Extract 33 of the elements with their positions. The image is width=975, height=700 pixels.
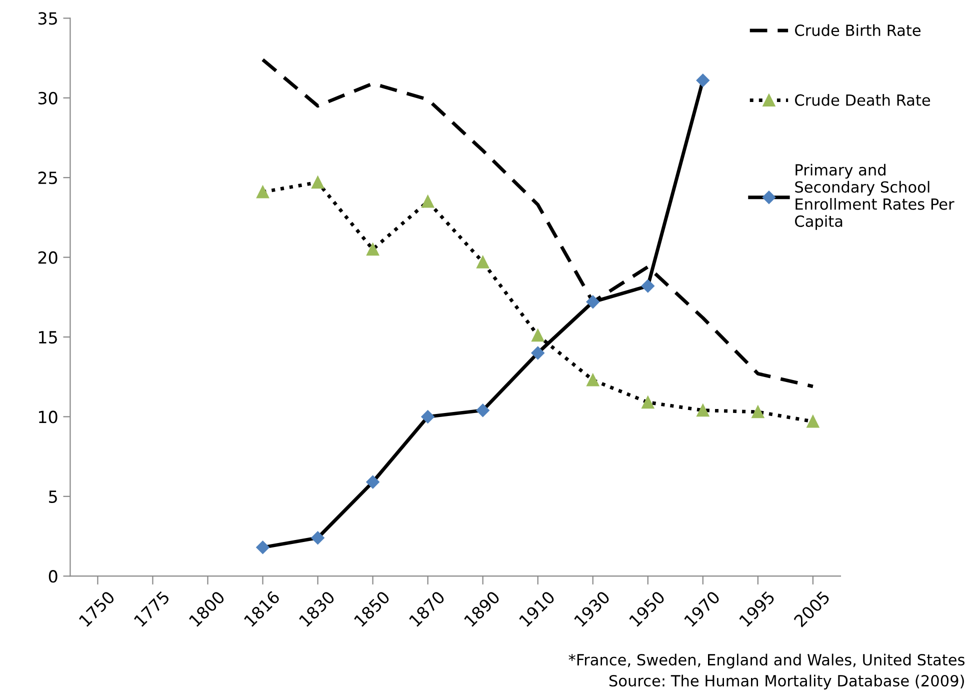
point: [696, 404, 710, 417]
y-tick-label: 15: [39, 331, 57, 344]
legend-label: Crude Birth Rate: [795, 24, 921, 36]
y-tick-label: 5: [49, 490, 57, 503]
point: [531, 346, 544, 360]
text: *France, Sweden, England and Wales, United States: [568, 654, 965, 668]
point: [421, 410, 434, 424]
y-tick-label: 10: [39, 410, 58, 424]
y-tick-label: 25: [38, 172, 57, 184]
point: [642, 396, 654, 409]
y-tick-label: 0: [48, 570, 58, 583]
point: [422, 195, 434, 208]
point: [586, 374, 600, 386]
point: [752, 406, 764, 418]
point: [256, 186, 270, 198]
point: [366, 475, 380, 489]
point: [641, 279, 654, 293]
point: [311, 531, 324, 544]
y-tick-label: 20: [38, 251, 58, 264]
point: [532, 329, 544, 342]
legend-label: Primary and Secondary School Enrollment Rates Per Capita: [795, 164, 954, 230]
y-tick-label: 35: [38, 12, 57, 25]
legend-label: Crude Death Rate: [795, 94, 930, 106]
point: [312, 176, 324, 189]
point: [806, 415, 820, 428]
point: [476, 256, 490, 268]
point: [476, 404, 490, 417]
point: [256, 540, 270, 554]
y-tick-label: 30: [38, 92, 58, 104]
point: [586, 295, 600, 309]
point: [366, 243, 380, 256]
source-note: Source: The Human Mortality Database (2009): [609, 674, 964, 690]
point: [696, 74, 710, 87]
